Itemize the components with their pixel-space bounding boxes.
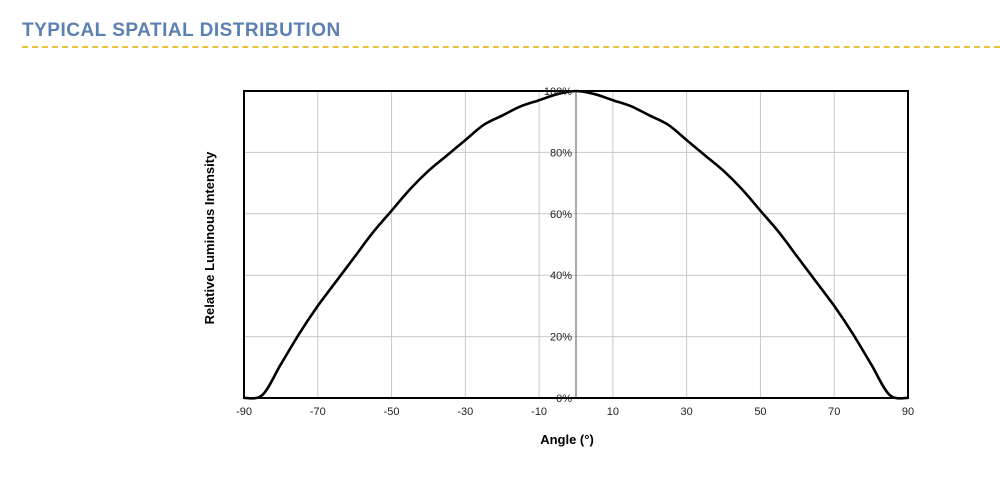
section-title: TYPICAL SPATIAL DISTRIBUTION — [22, 20, 341, 41]
plot-frame — [243, 90, 909, 399]
y-tick-label: 60% — [550, 209, 572, 221]
section-header: TYPICAL SPATIAL DISTRIBUTION — [22, 18, 1000, 48]
x-tick-label: 50 — [754, 406, 766, 418]
y-tick-label: 40% — [550, 270, 572, 282]
y-axis-title: Relative Luminous Intensity — [202, 151, 217, 324]
y-tick-label: 0% — [556, 393, 572, 405]
y-tick-label: 20% — [550, 332, 572, 344]
x-tick-label: -50 — [384, 406, 400, 418]
chart-frame — [243, 90, 909, 399]
y-tick-labels: 0% 20% 40% 60% 80% 100% — [544, 86, 572, 405]
x-tick-labels: -90 -70 -50 -30 -10 10 30 50 70 90 — [236, 406, 914, 418]
x-tick-label: 90 — [902, 406, 914, 418]
x-tick-label: -70 — [310, 406, 326, 418]
x-tick-label: 10 — [607, 406, 619, 418]
y-tick-label: 80% — [550, 147, 572, 159]
dashed-divider — [22, 46, 1000, 48]
x-tick-label: 70 — [828, 406, 840, 418]
x-axis-title: Angle (°) — [540, 432, 594, 447]
x-tick-label: -90 — [236, 406, 252, 418]
y-tick-label: 100% — [544, 86, 572, 98]
x-tick-label: -10 — [531, 406, 547, 418]
x-tick-label: 30 — [681, 406, 693, 418]
x-tick-label: -30 — [457, 406, 473, 418]
